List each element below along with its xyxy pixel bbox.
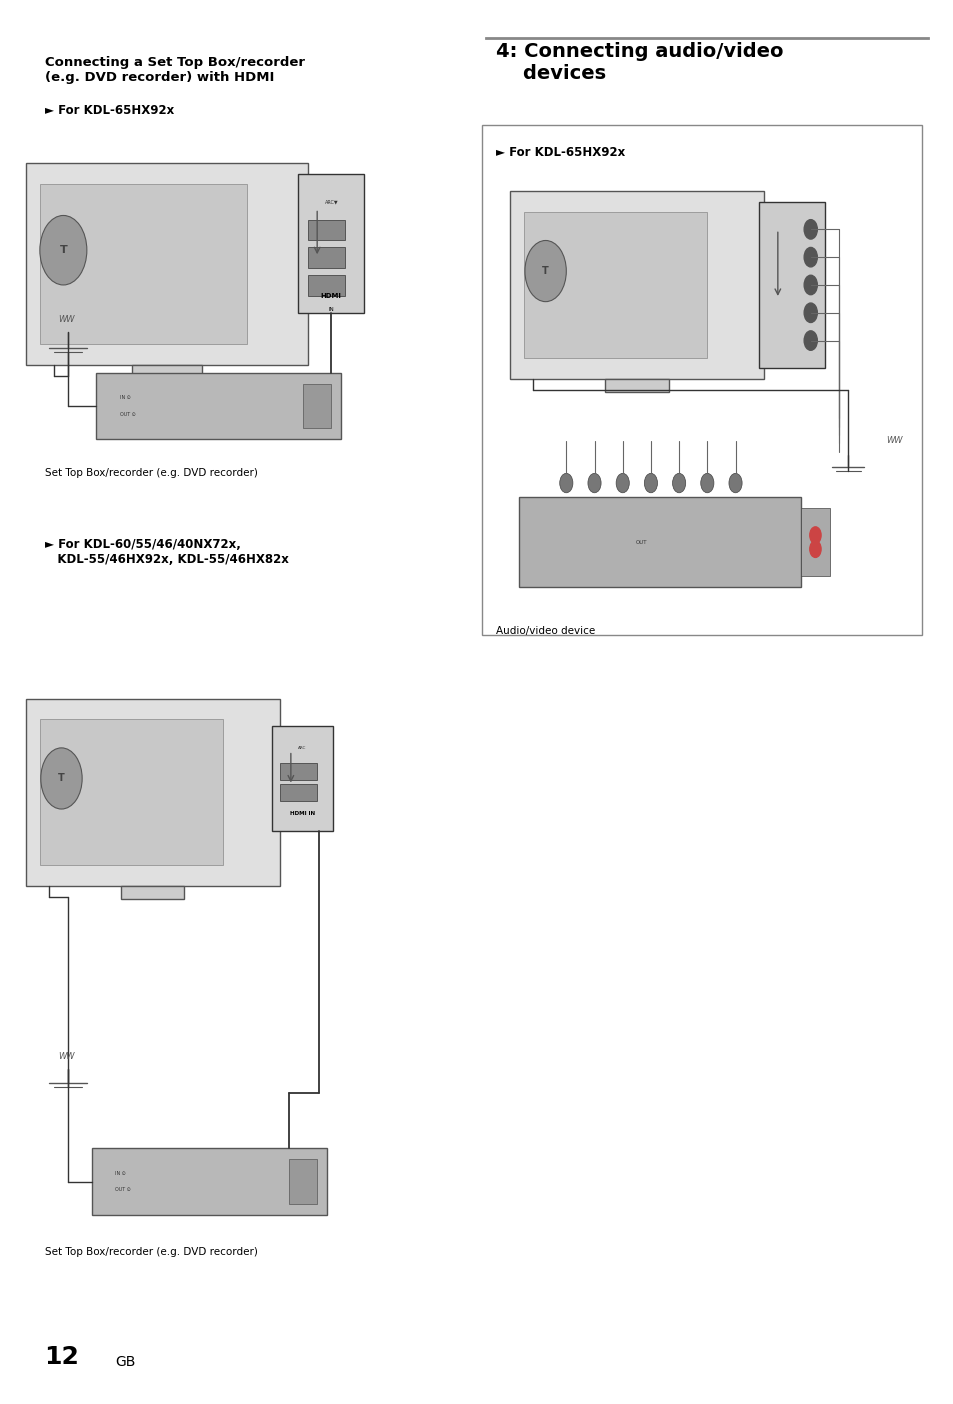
Text: WW: WW (885, 437, 902, 445)
Text: ARC▼: ARC▼ (324, 199, 337, 204)
Bar (91, 1148, 326, 1214)
Text: IN: IN (328, 307, 334, 313)
Bar (518, 497, 801, 587)
Circle shape (803, 275, 817, 295)
Text: ► For KDL-60/55/46/40NX72x,
   KDL-55/46HX92x, KDL-55/46HX82x: ► For KDL-60/55/46/40NX72x, KDL-55/46HX9… (45, 538, 288, 566)
Bar (121, 886, 184, 900)
Text: IN ⊙: IN ⊙ (120, 395, 131, 400)
Bar (801, 508, 829, 576)
Circle shape (700, 473, 713, 493)
Text: ARC: ARC (298, 746, 307, 750)
Circle shape (524, 240, 566, 302)
Bar (759, 202, 824, 368)
Bar (523, 212, 706, 358)
Bar (96, 372, 340, 439)
Bar (26, 699, 279, 886)
Circle shape (40, 215, 87, 285)
Bar (132, 365, 202, 379)
Text: IN ⊙: IN ⊙ (115, 1171, 126, 1175)
Text: T: T (541, 267, 548, 277)
Bar (303, 383, 331, 428)
Text: OUT: OUT (635, 539, 646, 545)
Text: HDMI IN: HDMI IN (290, 810, 314, 816)
Circle shape (616, 473, 629, 493)
Circle shape (672, 473, 685, 493)
Bar (40, 184, 247, 344)
Text: Set Top Box/recorder (e.g. DVD recorder): Set Top Box/recorder (e.g. DVD recorder) (45, 469, 257, 479)
Bar (509, 191, 763, 379)
Bar (279, 783, 316, 800)
Circle shape (803, 219, 817, 239)
Circle shape (728, 473, 741, 493)
Text: T: T (58, 774, 65, 783)
Bar (298, 174, 364, 313)
Text: OUT ⊙: OUT ⊙ (120, 411, 135, 417)
Bar (272, 726, 333, 831)
Circle shape (803, 331, 817, 351)
Circle shape (643, 473, 657, 493)
Text: 4: Connecting audio/video
    devices: 4: Connecting audio/video devices (496, 42, 782, 83)
Circle shape (559, 473, 573, 493)
Text: Audio/video device: Audio/video device (496, 626, 595, 636)
Bar (308, 247, 345, 268)
Bar (289, 1160, 316, 1203)
Text: GB: GB (115, 1355, 135, 1369)
Text: WW: WW (58, 316, 75, 324)
Text: 12: 12 (45, 1345, 79, 1369)
Bar (481, 125, 921, 635)
Text: Connecting a Set Top Box/recorder
(e.g. DVD recorder) with HDMI: Connecting a Set Top Box/recorder (e.g. … (45, 56, 304, 84)
Text: ► For KDL-65HX92x: ► For KDL-65HX92x (45, 104, 173, 118)
Bar (40, 719, 223, 865)
Bar (604, 379, 668, 392)
Circle shape (803, 303, 817, 323)
Text: OUT ⊙: OUT ⊙ (115, 1188, 131, 1192)
Text: Set Top Box/recorder (e.g. DVD recorder): Set Top Box/recorder (e.g. DVD recorder) (45, 1247, 257, 1257)
Text: WW: WW (58, 1052, 75, 1061)
Bar (279, 764, 316, 779)
Bar (308, 219, 345, 240)
Text: ► For KDL-65HX92x: ► For KDL-65HX92x (496, 146, 624, 159)
Circle shape (803, 247, 817, 267)
Circle shape (809, 526, 821, 543)
Circle shape (41, 748, 82, 809)
Text: T: T (59, 246, 67, 256)
Bar (308, 275, 345, 296)
Circle shape (809, 541, 821, 557)
Bar (26, 163, 308, 365)
Circle shape (587, 473, 600, 493)
Text: HDMI: HDMI (320, 293, 341, 299)
